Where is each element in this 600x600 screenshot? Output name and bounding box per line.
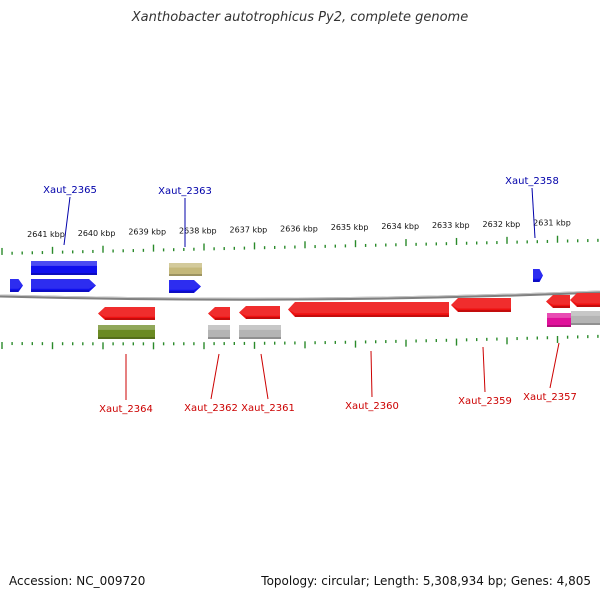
scale-label: 2639 kbp: [128, 228, 166, 237]
scale-label: 2637 kbp: [230, 225, 268, 234]
leader-line: [260, 353, 269, 400]
gene-label-xaut-2363: Xaut_2363: [158, 186, 212, 197]
scale-label: 2634 kbp: [381, 222, 419, 231]
gene-forward-edge: [10, 279, 23, 292]
topology-label: Topology:: [261, 574, 318, 588]
length-label: Length:: [373, 574, 420, 588]
gene-xaut-2357: [546, 295, 570, 308]
scale-label: 2638 kbp: [179, 227, 217, 236]
label-leaders: [63, 187, 560, 400]
accession-value: NC_009720: [76, 574, 146, 588]
genome-backbone: [0, 290, 600, 301]
gene-xaut-2365-copy: [31, 261, 97, 275]
tick-row-bottom: [1, 334, 599, 350]
gene-labels: Xaut_2365 Xaut_2363 Xaut_2358 Xaut_2364 Xaut…: [43, 176, 577, 415]
tick-row-top: [1, 235, 599, 255]
leader-line: [482, 346, 486, 393]
genes-value: 4,805: [556, 574, 591, 588]
genes-label: Genes:: [510, 574, 553, 588]
feature-xaut-2363-pseudo: [169, 263, 202, 276]
gene-xaut-2359: [451, 298, 511, 312]
feature-xaut-2364-pseudo: [98, 325, 155, 339]
accession-label: Accession:: [9, 574, 73, 588]
gene-xaut-2364: [98, 307, 155, 320]
feature-xaut-2357-rna: [547, 313, 571, 327]
gene-label-xaut-2360: Xaut_2360: [345, 401, 399, 412]
scale-label: 2633 kbp: [432, 221, 470, 230]
map-title: Xanthobacter autotrophicus Py2, complete…: [131, 10, 469, 25]
scale-label: 2632 kbp: [483, 220, 521, 229]
gene-xaut-2362: [208, 307, 230, 320]
scale-label: 2631 kbp: [533, 219, 571, 228]
leader-line: [210, 353, 220, 400]
leader-line: [370, 350, 373, 398]
feature-xaut-2361-pseudo: [239, 325, 281, 339]
scale-label: 2641 kbp: [27, 230, 65, 239]
gene-label-xaut-2364: Xaut_2364: [99, 404, 153, 415]
gene-xaut-2361: [239, 306, 280, 319]
gene-label-xaut-2357: Xaut_2357: [523, 392, 577, 403]
length-value: 5,308,934 bp: [422, 574, 503, 588]
gene-xaut-2365: [31, 279, 96, 292]
topology-value: circular: [321, 574, 366, 588]
scale-label: 2640 kbp: [78, 229, 116, 238]
gene-label-xaut-2362: Xaut_2362: [184, 403, 238, 414]
feature-edge-pseudo: [571, 311, 600, 325]
gene-xaut-2358: [533, 269, 543, 282]
gene-xaut-2360: [288, 302, 449, 317]
gene-label-xaut-2361: Xaut_2361: [241, 403, 295, 414]
scale-labels: 2641 kbp 2640 kbp 2639 kbp 2638 kbp 2637 kbp…: [27, 219, 571, 239]
leader-line: [549, 342, 560, 389]
leader-line: [63, 196, 71, 246]
gene-label-xaut-2359: Xaut_2359: [458, 396, 512, 407]
genome-summary: Topology: circular; Length: 5,308,934 bp…: [261, 574, 591, 588]
accession-info: Accession: NC_009720: [9, 574, 145, 588]
scale-label: 2635 kbp: [331, 223, 369, 232]
gene-xaut-2363: [169, 280, 201, 293]
leader-line: [531, 187, 536, 239]
scale-label: 2636 kbp: [280, 224, 318, 233]
feature-xaut-2362-pseudo: [208, 325, 230, 339]
gene-label-xaut-2365: Xaut_2365: [43, 185, 97, 196]
gene-features: [10, 261, 600, 339]
gene-label-xaut-2358: Xaut_2358: [505, 176, 559, 187]
gene-reverse-edge: [570, 293, 600, 307]
genome-backbone-highlight: [0, 290, 600, 299]
